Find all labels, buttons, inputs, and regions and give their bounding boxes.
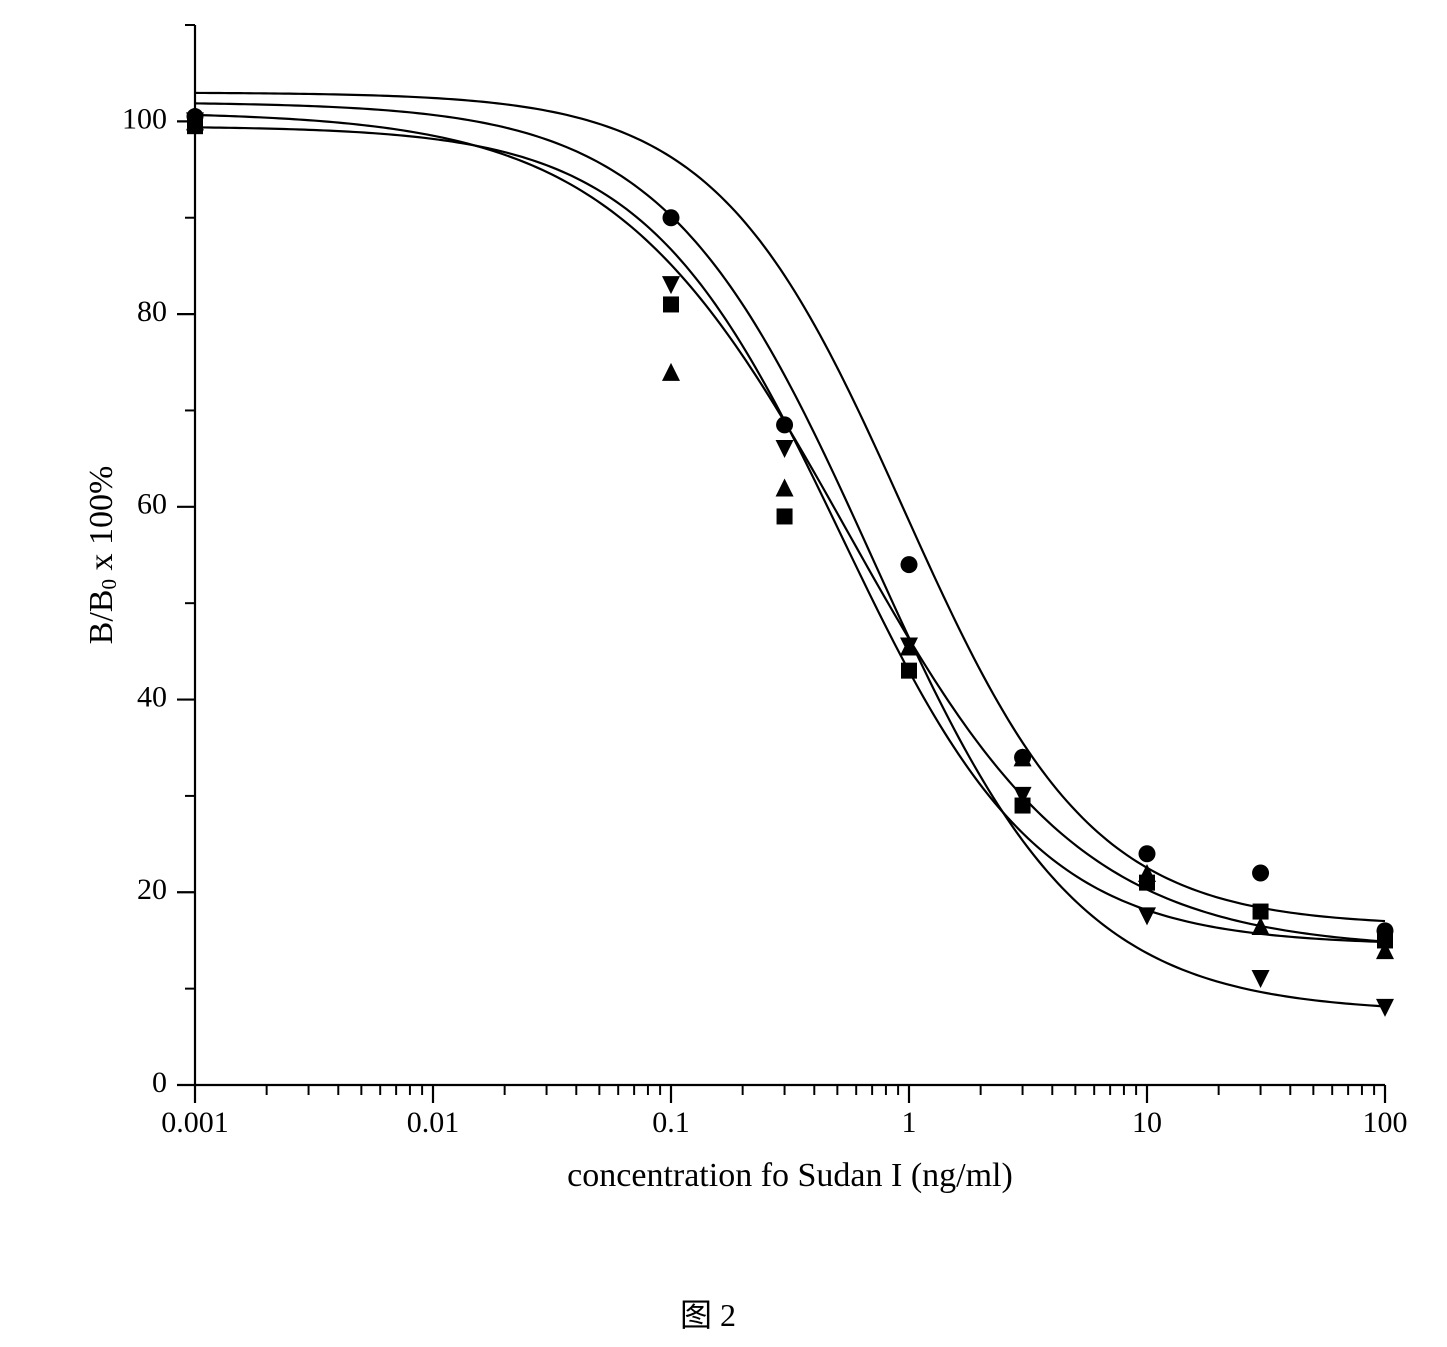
fit-curves — [195, 93, 1385, 1007]
y-axis-label: B/B0 x 100% — [83, 466, 121, 645]
figure-caption: 图 2 — [680, 1290, 736, 1336]
y-major-ticks: 0 20 40 60 80 100 — [122, 102, 195, 1099]
svg-text:0: 0 — [152, 1066, 167, 1099]
series-down-triangle — [186, 112, 1394, 1017]
svg-text:0.001: 0.001 — [161, 1106, 229, 1139]
svg-text:1: 1 — [902, 1106, 917, 1139]
dose-response-chart: 0 20 40 60 80 100 0.001 0.01 0.1 1 10 100 concentrat… — [0, 0, 1447, 1250]
series-up-triangle — [186, 112, 1394, 959]
x-axis-label: concentration fo Sudan I (ng/ml) — [567, 1157, 1013, 1194]
svg-text:60: 60 — [137, 488, 167, 521]
data-points — [186, 108, 1394, 1017]
fit-down-triangle — [195, 103, 1385, 1006]
page-root: 0 20 40 60 80 100 0.001 0.01 0.1 1 10 100 concentrat… — [0, 0, 1447, 1347]
fit-square — [195, 127, 1385, 942]
svg-text:100: 100 — [122, 102, 167, 135]
svg-text:0.1: 0.1 — [652, 1106, 690, 1139]
svg-text:0.01: 0.01 — [407, 1106, 460, 1139]
series-square — [187, 118, 1393, 948]
svg-text:80: 80 — [137, 295, 167, 328]
svg-text:100: 100 — [1363, 1106, 1408, 1139]
svg-text:20: 20 — [137, 873, 167, 906]
svg-text:40: 40 — [137, 680, 167, 713]
fit-circle — [195, 93, 1385, 921]
fit-up-triangle — [195, 115, 1385, 942]
svg-text:10: 10 — [1132, 1106, 1162, 1139]
